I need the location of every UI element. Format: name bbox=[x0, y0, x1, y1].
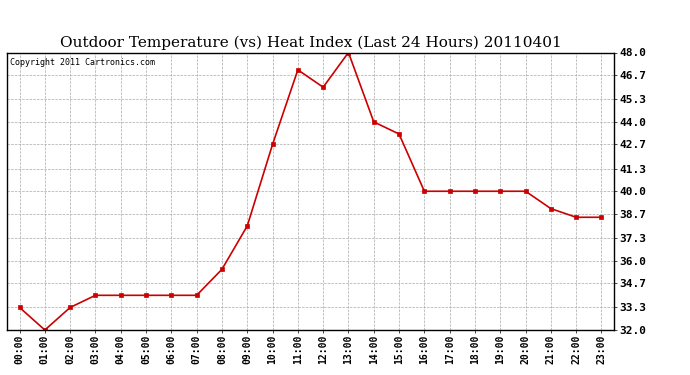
Text: Copyright 2011 Cartronics.com: Copyright 2011 Cartronics.com bbox=[10, 58, 155, 67]
Title: Outdoor Temperature (vs) Heat Index (Last 24 Hours) 20110401: Outdoor Temperature (vs) Heat Index (Las… bbox=[59, 36, 562, 50]
